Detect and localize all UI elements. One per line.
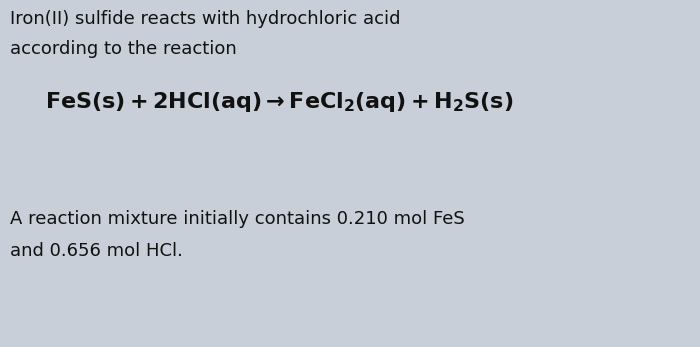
Text: Iron(II) sulfide reacts with hydrochloric acid: Iron(II) sulfide reacts with hydrochlori…	[10, 10, 400, 28]
Text: according to the reaction: according to the reaction	[10, 40, 237, 58]
Text: and 0.656 mol HCl.: and 0.656 mol HCl.	[10, 242, 183, 260]
Text: A reaction mixture initially contains 0.210 mol FeS: A reaction mixture initially contains 0.…	[10, 210, 465, 228]
Text: $\mathbf{FeS(s) + 2HCl(aq) {\rightarrow} FeCl_2(aq) + H_2S(s)}$: $\mathbf{FeS(s) + 2HCl(aq) {\rightarrow}…	[45, 90, 513, 114]
